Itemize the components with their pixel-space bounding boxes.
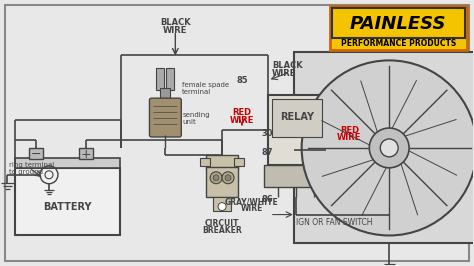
Circle shape — [225, 175, 231, 181]
Circle shape — [218, 203, 226, 211]
Bar — [331, 8, 465, 38]
Text: CIRCUIT: CIRCUIT — [205, 219, 239, 228]
Text: ring terminal: ring terminal — [9, 162, 55, 168]
Bar — [15, 168, 119, 235]
Text: terminal: terminal — [182, 89, 211, 95]
Circle shape — [369, 128, 409, 168]
Text: GRAY/WHITE: GRAY/WHITE — [225, 197, 279, 206]
Circle shape — [222, 172, 234, 184]
Bar — [15, 158, 119, 168]
Text: BLACK: BLACK — [272, 61, 302, 70]
Bar — [268, 95, 326, 165]
FancyBboxPatch shape — [329, 6, 467, 51]
Text: −: − — [31, 148, 41, 161]
Text: FAN: FAN — [377, 43, 401, 53]
Text: PAINLESS: PAINLESS — [350, 15, 447, 32]
Text: WIRE: WIRE — [163, 26, 188, 35]
Text: RED: RED — [340, 126, 359, 135]
Bar — [294, 52, 474, 243]
Bar — [166, 68, 174, 90]
Text: WIRE: WIRE — [241, 204, 263, 213]
Text: 87: 87 — [262, 148, 273, 157]
Text: to ground: to ground — [9, 169, 43, 175]
Circle shape — [301, 60, 474, 235]
Text: sending: sending — [182, 112, 210, 118]
Circle shape — [213, 175, 219, 181]
Text: +: + — [81, 148, 91, 161]
Circle shape — [210, 172, 222, 184]
Text: WIRE: WIRE — [337, 134, 362, 143]
Bar — [234, 158, 244, 166]
Bar — [79, 148, 93, 159]
Text: WIRE: WIRE — [272, 69, 296, 78]
Text: BREAKER: BREAKER — [202, 226, 242, 235]
Text: PERFORMANCE PRODUCTS: PERFORMANCE PRODUCTS — [340, 39, 456, 48]
Circle shape — [380, 139, 398, 157]
Bar — [264, 165, 329, 187]
Bar — [206, 167, 238, 197]
Text: RELAY: RELAY — [280, 112, 314, 122]
Bar — [206, 155, 238, 169]
Text: 85: 85 — [237, 76, 248, 85]
Bar — [213, 197, 231, 211]
Bar — [160, 88, 170, 100]
Text: female spade: female spade — [182, 82, 229, 88]
FancyBboxPatch shape — [149, 98, 181, 137]
Text: IGN OR FAN SWITCH: IGN OR FAN SWITCH — [296, 218, 372, 227]
Text: BATTERY: BATTERY — [43, 202, 91, 212]
Bar — [272, 99, 321, 138]
Text: BLACK: BLACK — [160, 18, 191, 27]
Bar — [156, 68, 164, 90]
Text: 30: 30 — [262, 128, 273, 138]
Text: WIRE: WIRE — [230, 115, 254, 124]
Bar — [29, 148, 43, 159]
Text: unit: unit — [182, 119, 196, 125]
Text: RED: RED — [232, 108, 252, 117]
Text: 86: 86 — [262, 195, 273, 204]
Bar — [200, 158, 210, 166]
